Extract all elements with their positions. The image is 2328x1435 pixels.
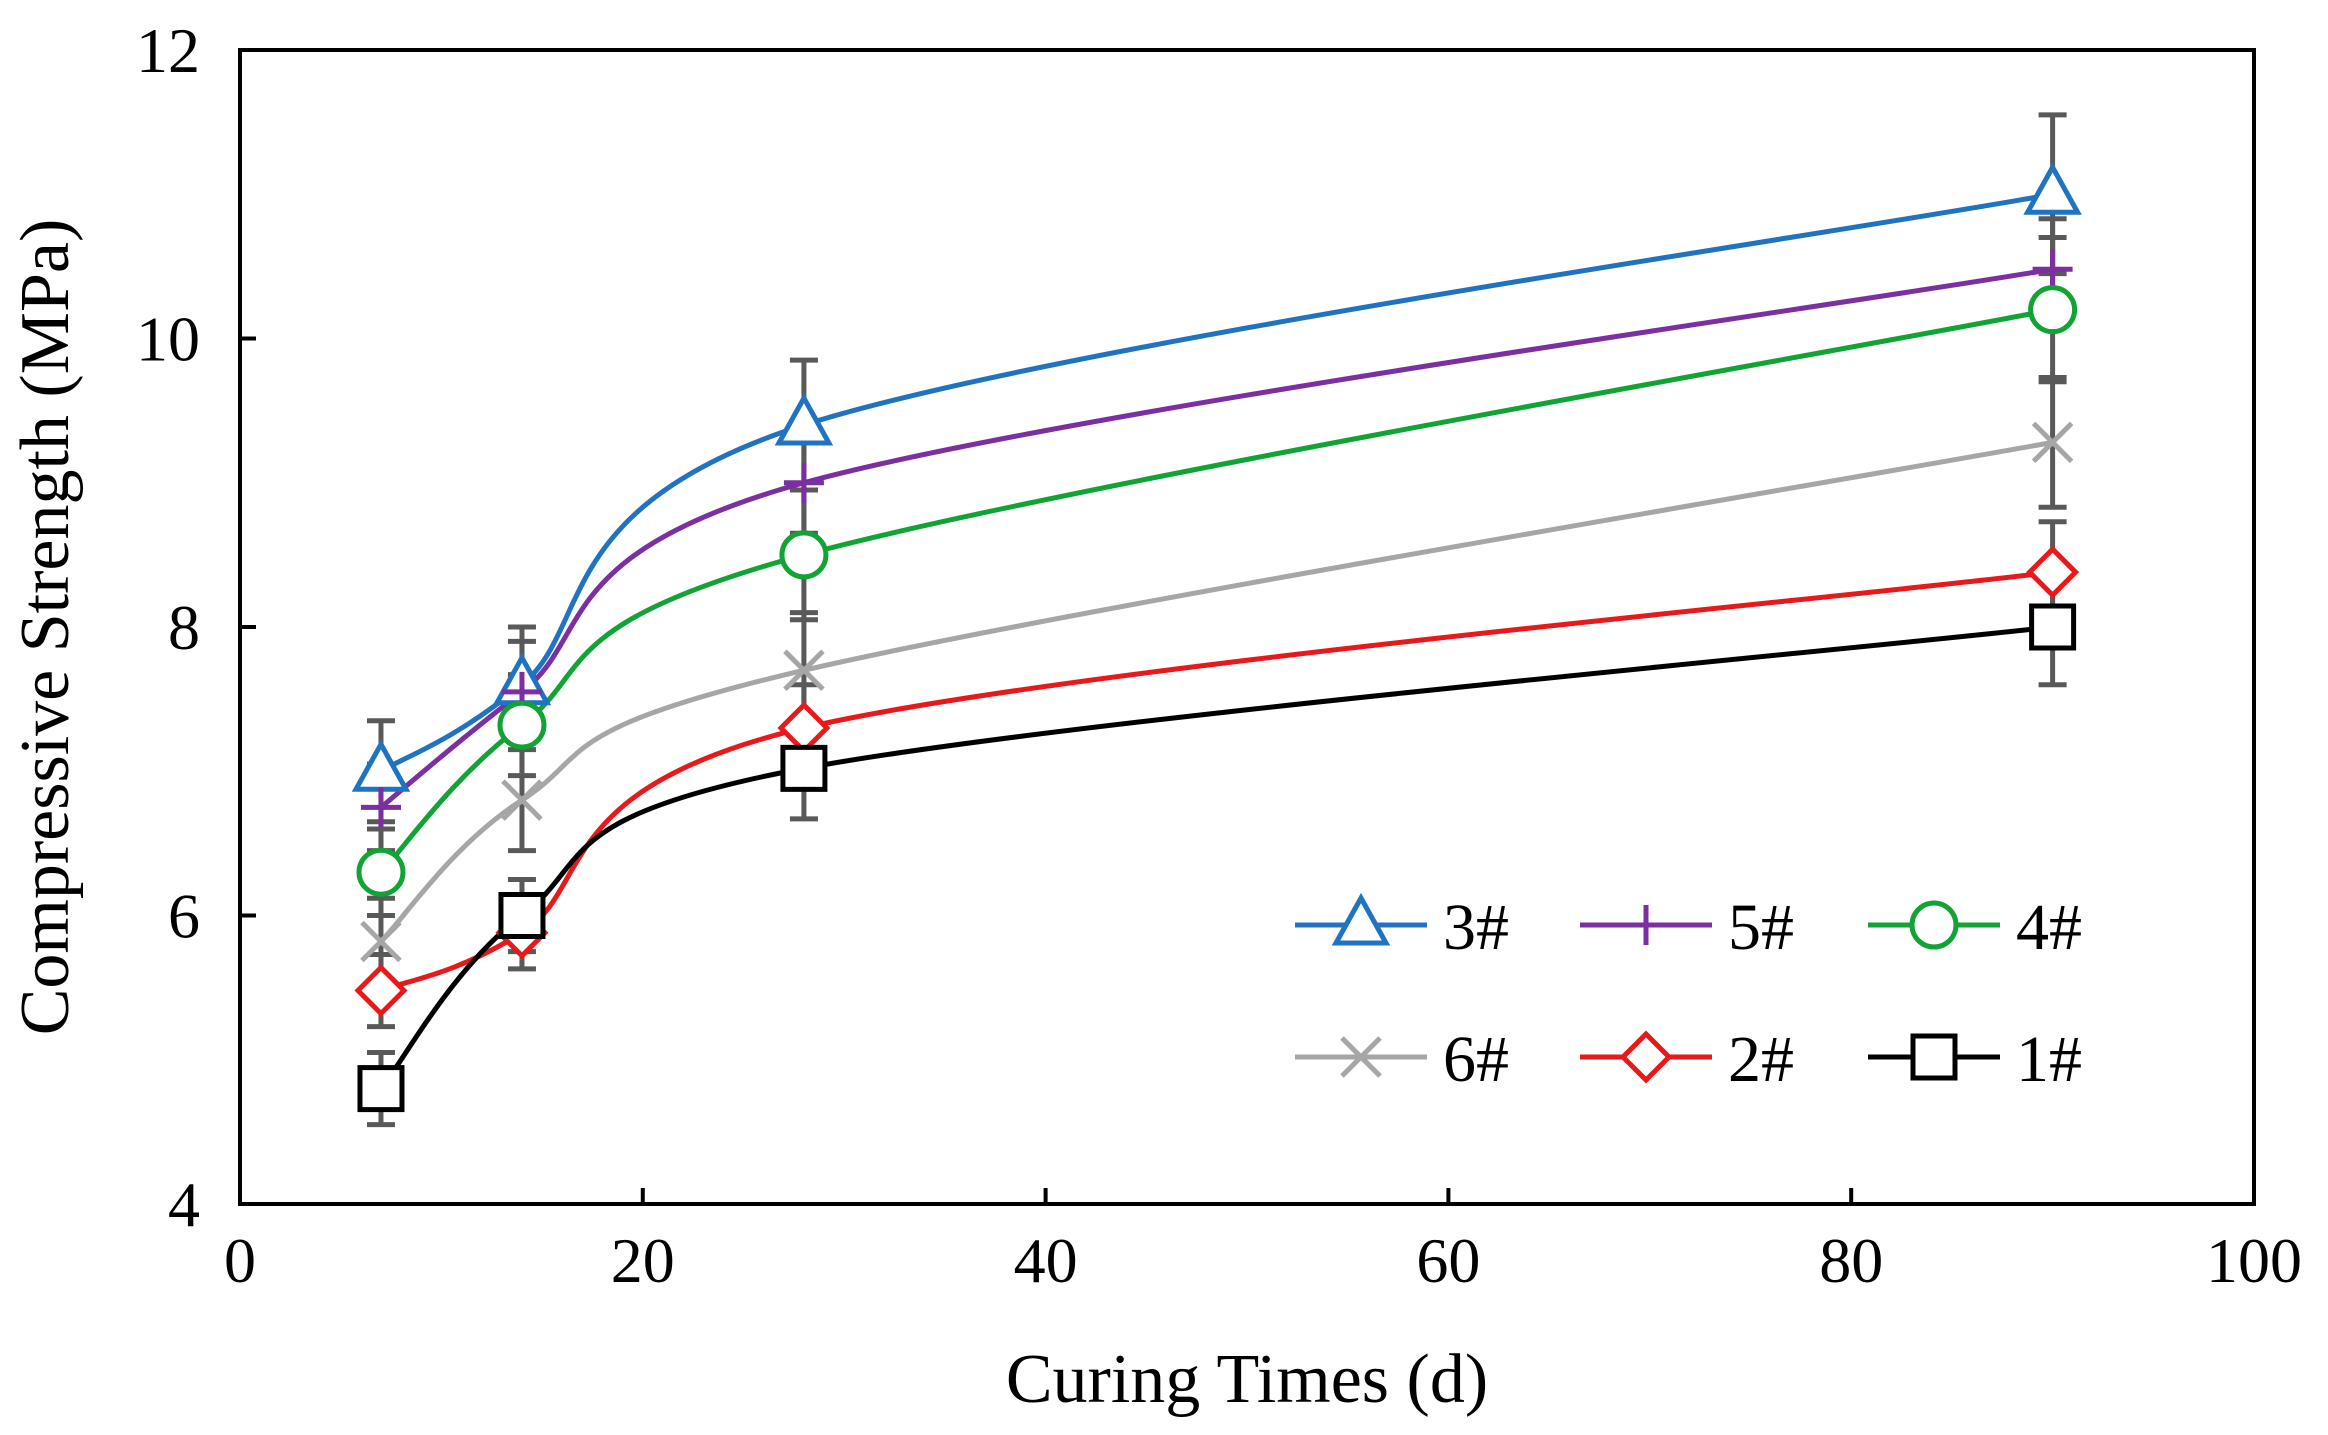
legend: 3# 5# 4# 6# 2# 1# [1295,891,2082,1096]
series-markers [351,162,2082,1113]
legend-item-5-label: 5# [1728,891,1794,964]
legend-item-2-marker [1619,1030,1673,1084]
series-4-point-28 [779,530,829,580]
series-5-point-7 [360,787,401,828]
legend-item-3: 3# [1295,891,1509,964]
series-1-point-28 [780,744,828,792]
series-2-point-7 [354,963,408,1018]
series-5-point-28 [783,462,824,503]
x-tick-label-0: 0 [224,1225,256,1296]
plot-layer [351,112,2082,1128]
legend-item-1-label: 1# [2016,1023,2082,1096]
series-1-point-90 [2029,603,2077,651]
legend-item-2-label: 2# [1728,1023,1794,1096]
legend-item-4: 4# [1868,891,2082,964]
series-1-point-14 [498,892,546,939]
series-4-point-7 [356,847,406,897]
x-tick-label-100: 100 [2206,1225,2302,1296]
legend-item-1-marker [1910,1033,1958,1081]
series-5-point-90 [2032,249,2073,290]
legend-item-6-label: 6# [1443,1023,1509,1096]
x-axis-title: Curing Times (d) [1006,1341,1488,1418]
legend-item-3-label: 3# [1443,891,1509,964]
y-axis-title: Compressive Strength (MPa) [7,219,84,1036]
x-tick-label-80: 80 [1819,1225,1883,1296]
legend-item-2: 2# [1580,1023,1794,1096]
series-4-point-90 [2028,285,2078,335]
legend-item-6: 6# [1295,1023,1509,1096]
ticks-layer: 0 20 40 60 80 100 4 6 8 10 12 [136,15,2302,1296]
legend-item-5: 5# [1580,891,1794,964]
y-tick-label-6: 6 [168,881,200,952]
legend-item-5-marker [1626,905,1666,945]
series-3-point-90 [2023,162,2082,215]
series-3-point-28 [774,392,834,446]
x-tick-label-40: 40 [1014,1225,1078,1296]
series-6-point-28 [783,649,825,692]
y-tick-label-8: 8 [168,592,200,663]
legend-item-4-label: 4# [2016,891,2082,964]
y-tick-label-12: 12 [136,15,200,86]
legend-item-4-marker [1909,900,1959,950]
series-1-point-7 [357,1065,405,1113]
legend-item-3-marker [1331,892,1391,946]
series-2-point-90 [2026,545,2080,599]
x-tick-label-60: 60 [1416,1225,1480,1296]
legend-item-6-marker [1340,1036,1382,1078]
series-4-point-14 [497,700,547,750]
y-tick-label-4: 4 [168,1169,200,1240]
series-6-point-90 [2031,421,2074,464]
series-6-point-7 [360,920,402,963]
legend-item-1: 1# [1868,1023,2082,1096]
x-tick-label-20: 20 [611,1225,675,1296]
y-tick-label-10: 10 [136,304,200,375]
series-6-point-14 [501,779,543,821]
